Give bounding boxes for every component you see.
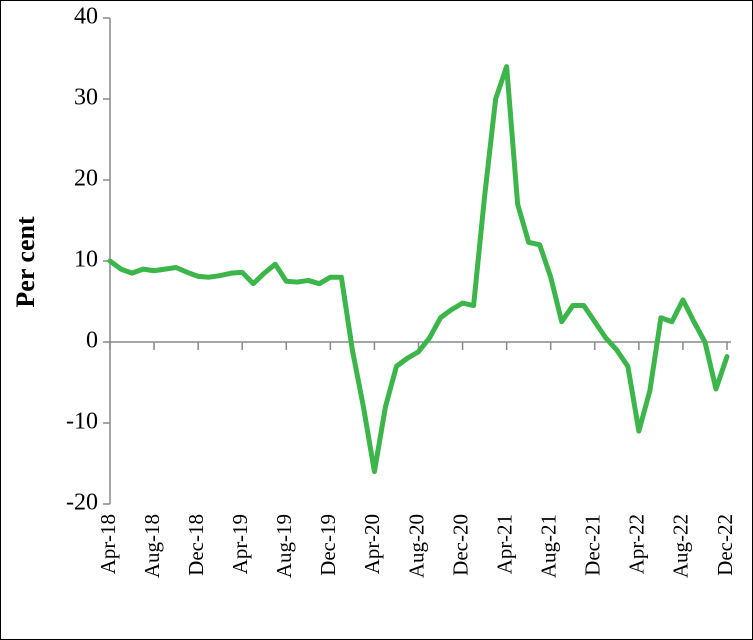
x-tick-label: Aug-21 [537, 514, 561, 578]
y-tick-label: 20 [74, 166, 98, 192]
x-tick-label: Apr-21 [492, 514, 516, 574]
y-axis-label: Per cent [11, 216, 40, 308]
x-tick-label: Apr-20 [360, 514, 384, 574]
y-tick-label: -20 [66, 490, 98, 516]
y-tick-label: 10 [74, 247, 98, 273]
x-tick-label: Dec-19 [316, 514, 340, 576]
x-tick-label: Dec-21 [581, 514, 605, 576]
x-tick-label: Aug-19 [272, 514, 296, 578]
y-tick-label: 40 [74, 4, 98, 30]
y-tick-label: 0 [86, 328, 98, 354]
y-tick-label: 30 [74, 85, 98, 111]
x-tick-label: Aug-18 [140, 514, 164, 578]
x-tick-label: Aug-22 [669, 514, 693, 578]
y-tick-label: -10 [66, 409, 98, 435]
x-tick-label: Dec-20 [448, 514, 472, 576]
x-tick-label: Apr-19 [228, 514, 252, 574]
x-tick-label: Aug-20 [404, 514, 428, 578]
x-tick-label: Apr-18 [96, 514, 120, 574]
x-tick-label: Apr-22 [625, 514, 649, 574]
data-line [107, 64, 730, 475]
x-tick-label: Dec-18 [184, 514, 208, 576]
x-tick-label: Dec-22 [713, 514, 737, 576]
